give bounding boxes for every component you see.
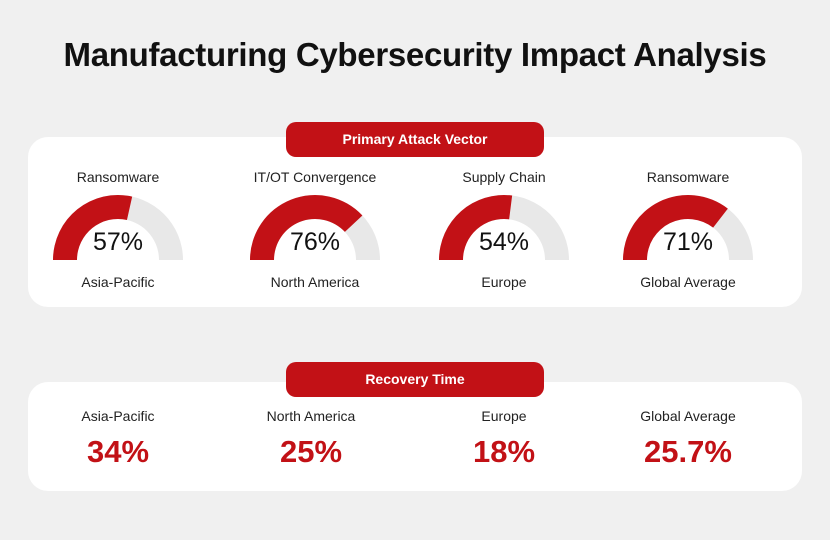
gauge-value-label: 71%	[662, 228, 714, 256]
recovery-region-label: Asia-Pacific	[81, 408, 155, 424]
gauge-europe: Supply Chain 54% Europe	[414, 137, 594, 307]
gauge-value-label: 57%	[92, 228, 144, 256]
gauge-chart	[53, 194, 183, 260]
page-title: Manufacturing Cybersecurity Impact Analy…	[63, 36, 767, 73]
gauge-region-label: Asia-Pacific	[81, 274, 155, 290]
recovery-region-label: North America	[266, 408, 356, 424]
gauge-vector-label: Ransomware	[76, 169, 160, 185]
gauge-region-label: North America	[270, 274, 360, 290]
recovery-value: 18%	[472, 434, 536, 469]
gauge-north-america: IT/OT Convergence 76% North America	[225, 137, 405, 307]
gauge-fill-asia-pacific	[53, 194, 133, 260]
recovery-value: 34%	[86, 434, 150, 469]
gauge-vector-label: Supply Chain	[462, 169, 546, 185]
recovery-europe: Europe 18%	[414, 382, 594, 491]
gauge-vector-label: IT/OT Convergence	[253, 169, 377, 185]
gauge-asia-pacific: Ransomware 57% Asia-Pacific	[28, 137, 208, 307]
gauge-global-average: Ransomware 71% Global Average	[598, 137, 778, 307]
recovery-time-card: Asia-Pacific 34% North America 25% Europ…	[28, 382, 802, 491]
gauge-fill-europe	[439, 195, 513, 260]
recovery-value: 25%	[279, 434, 343, 469]
gauge-region-label: Global Average	[640, 274, 736, 290]
gauge-fill-north-america	[250, 195, 363, 260]
attack-vector-heading: Primary Attack Vector	[286, 122, 544, 157]
recovery-time-heading: Recovery Time	[286, 362, 544, 397]
recovery-north-america: North America 25%	[221, 382, 401, 491]
recovery-region-label: Global Average	[640, 408, 736, 424]
gauge-value-label: 54%	[478, 228, 530, 256]
gauge-fill-global-average	[623, 195, 728, 260]
gauge-chart	[623, 195, 753, 260]
gauge-chart	[439, 195, 569, 260]
attack-vector-card: Ransomware 57% Asia-Pacific IT/OT Conver…	[28, 137, 802, 307]
recovery-value: 25.7%	[644, 434, 732, 469]
gauge-region-label: Europe	[481, 274, 527, 290]
gauge-chart	[250, 195, 380, 260]
recovery-region-label: Europe	[481, 408, 527, 424]
recovery-global-average: Global Average 25.7%	[598, 382, 778, 491]
gauge-value-label: 76%	[289, 228, 341, 256]
recovery-asia-pacific: Asia-Pacific 34%	[28, 382, 208, 491]
gauge-vector-label: Ransomware	[646, 169, 730, 185]
